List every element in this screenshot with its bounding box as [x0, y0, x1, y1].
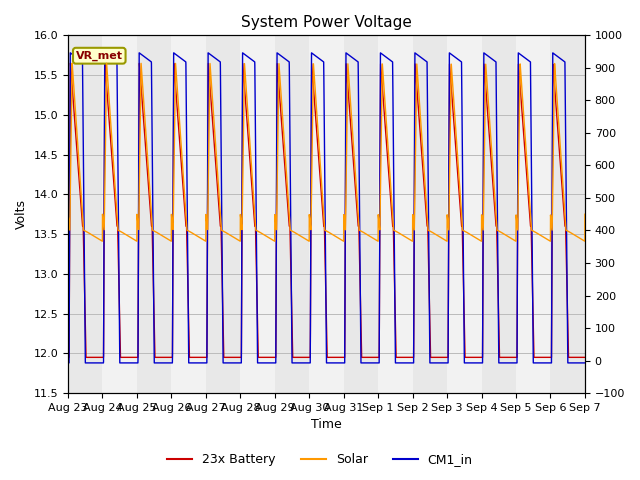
Bar	[137, 36, 172, 393]
Bar	[550, 36, 585, 393]
X-axis label: Time: Time	[311, 419, 342, 432]
Bar	[344, 36, 378, 393]
Bar	[447, 36, 481, 393]
Bar	[68, 36, 102, 393]
Bar	[516, 36, 550, 393]
Bar	[172, 36, 206, 393]
Bar	[275, 36, 309, 393]
Bar	[240, 36, 275, 393]
Text: VR_met: VR_met	[76, 50, 123, 61]
Bar	[481, 36, 516, 393]
Bar	[206, 36, 240, 393]
Bar	[309, 36, 344, 393]
Bar	[102, 36, 137, 393]
Y-axis label: Volts: Volts	[15, 199, 28, 229]
Title: System Power Voltage: System Power Voltage	[241, 15, 412, 30]
Bar	[378, 36, 413, 393]
Bar	[413, 36, 447, 393]
Legend: 23x Battery, Solar, CM1_in: 23x Battery, Solar, CM1_in	[163, 448, 477, 471]
